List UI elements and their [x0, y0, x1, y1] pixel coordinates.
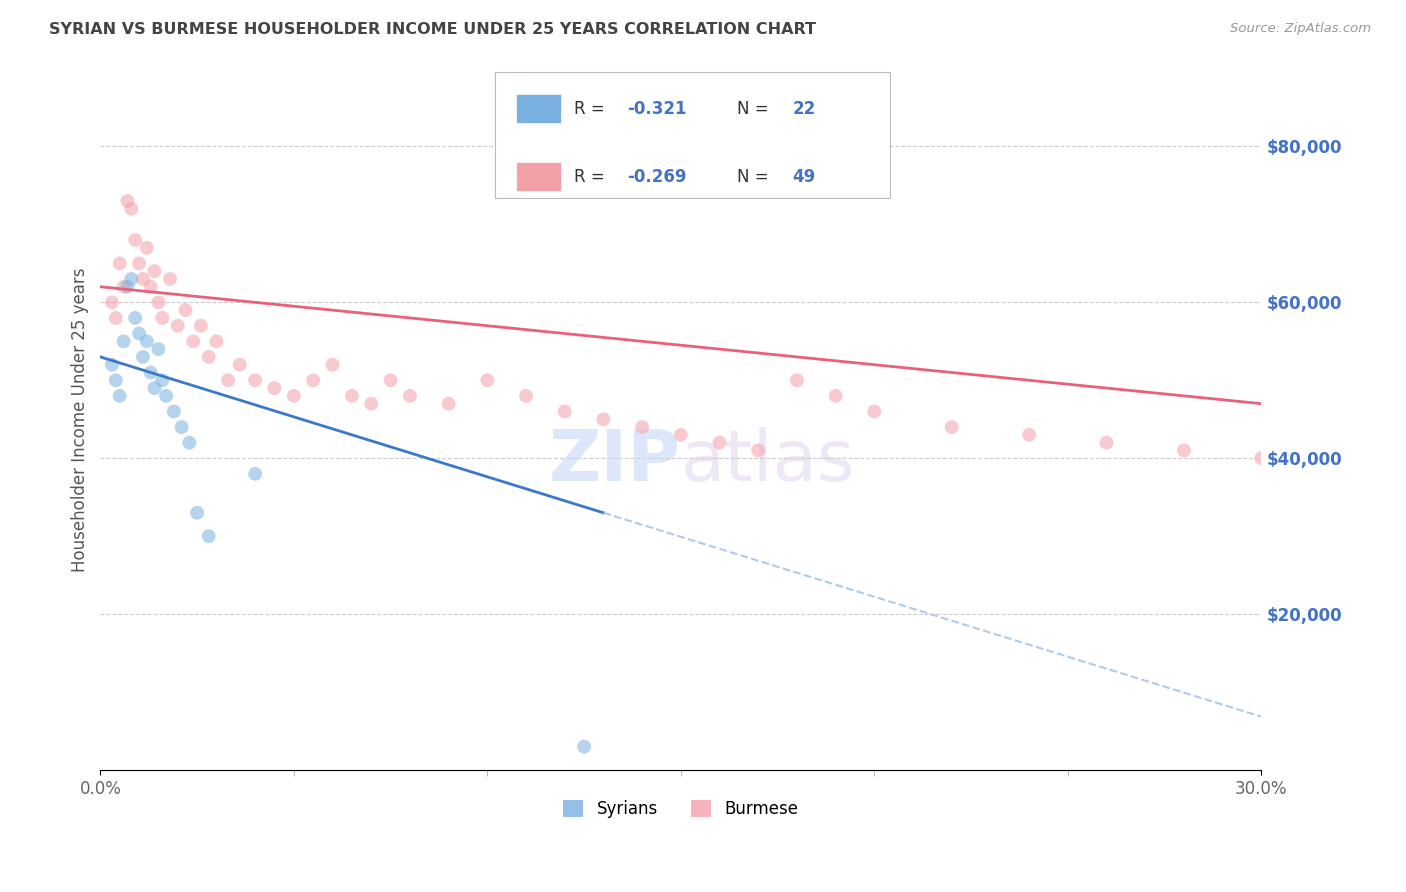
Point — [174, 303, 197, 318]
Point — [1173, 443, 1195, 458]
Point — [863, 404, 886, 418]
Point — [128, 256, 150, 270]
Point — [322, 358, 344, 372]
Point — [554, 404, 576, 418]
Point — [302, 373, 325, 387]
Text: N =: N = — [737, 100, 773, 119]
Point — [132, 272, 155, 286]
Text: -0.269: -0.269 — [627, 169, 688, 186]
Point — [124, 233, 146, 247]
Point — [148, 295, 170, 310]
Point — [112, 334, 135, 349]
FancyBboxPatch shape — [516, 94, 561, 123]
Point — [143, 264, 166, 278]
Text: SYRIAN VS BURMESE HOUSEHOLDER INCOME UNDER 25 YEARS CORRELATION CHART: SYRIAN VS BURMESE HOUSEHOLDER INCOME UND… — [49, 22, 817, 37]
Point — [592, 412, 614, 426]
Point — [669, 427, 692, 442]
Text: R =: R = — [574, 100, 610, 119]
Text: Source: ZipAtlas.com: Source: ZipAtlas.com — [1230, 22, 1371, 36]
Point — [163, 404, 186, 418]
Point — [747, 443, 769, 458]
Point — [120, 272, 142, 286]
Text: -0.321: -0.321 — [627, 100, 688, 119]
Point — [399, 389, 422, 403]
Point — [124, 310, 146, 325]
Point — [155, 389, 177, 403]
Point — [217, 373, 239, 387]
Point — [360, 397, 382, 411]
Text: N =: N = — [737, 169, 773, 186]
Point — [108, 389, 131, 403]
Point — [243, 373, 266, 387]
Point — [515, 389, 537, 403]
Point — [631, 420, 654, 434]
Point — [380, 373, 402, 387]
Point — [228, 358, 250, 372]
Point — [132, 350, 155, 364]
Point — [179, 435, 201, 450]
Point — [104, 373, 127, 387]
Point — [101, 295, 124, 310]
Point — [101, 358, 124, 372]
Point — [1095, 435, 1118, 450]
Point — [243, 467, 266, 481]
Point — [190, 318, 212, 333]
Legend: Syrians, Burmese: Syrians, Burmese — [557, 793, 806, 825]
Point — [112, 279, 135, 293]
Point — [205, 334, 228, 349]
Point — [159, 272, 181, 286]
Point — [150, 373, 173, 387]
FancyBboxPatch shape — [495, 72, 890, 198]
Point — [170, 420, 193, 434]
Point — [437, 397, 460, 411]
Point — [263, 381, 285, 395]
Point — [197, 529, 219, 543]
Point — [186, 506, 208, 520]
Text: ZIP: ZIP — [548, 427, 681, 496]
Text: atlas: atlas — [681, 427, 855, 496]
Point — [135, 334, 157, 349]
Point — [1018, 427, 1040, 442]
Point — [786, 373, 808, 387]
Point — [283, 389, 305, 403]
Point — [143, 381, 166, 395]
Point — [166, 318, 188, 333]
Point — [117, 194, 139, 208]
Point — [197, 350, 219, 364]
Point — [135, 241, 157, 255]
Point — [148, 342, 170, 356]
Point — [139, 366, 162, 380]
Point — [709, 435, 731, 450]
Text: R =: R = — [574, 169, 610, 186]
Point — [128, 326, 150, 341]
Text: 22: 22 — [792, 100, 815, 119]
Point — [139, 279, 162, 293]
Point — [824, 389, 846, 403]
Point — [572, 739, 595, 754]
Point — [181, 334, 204, 349]
Point — [477, 373, 499, 387]
Text: 49: 49 — [792, 169, 815, 186]
Point — [1250, 451, 1272, 466]
Y-axis label: Householder Income Under 25 years: Householder Income Under 25 years — [72, 267, 89, 572]
Point — [340, 389, 363, 403]
Point — [104, 310, 127, 325]
Point — [120, 202, 142, 216]
Point — [117, 279, 139, 293]
FancyBboxPatch shape — [516, 161, 561, 191]
Point — [941, 420, 963, 434]
Point — [150, 310, 173, 325]
Point — [108, 256, 131, 270]
